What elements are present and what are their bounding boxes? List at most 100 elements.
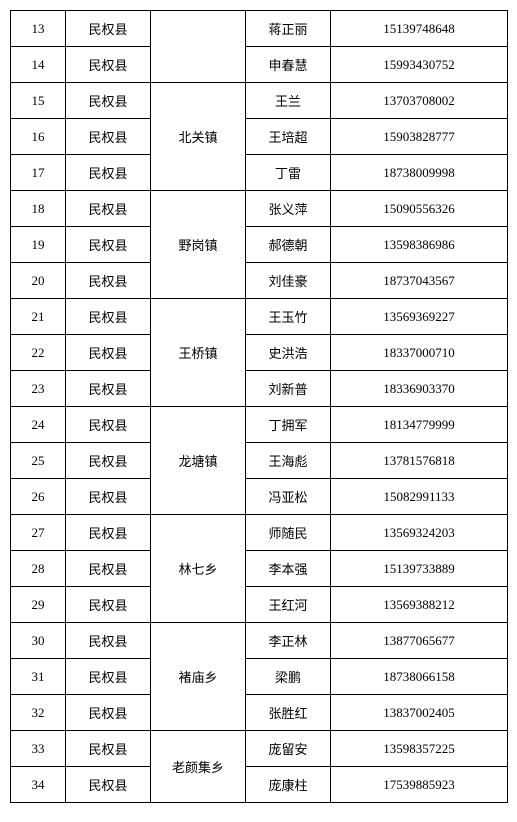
county-cell: 民权县 (66, 443, 151, 479)
table-row: 31民权县梁鹏18738066158 (11, 659, 508, 695)
county-cell: 民权县 (66, 191, 151, 227)
table-row: 15民权县北关镇王兰13703708002 (11, 83, 508, 119)
name-cell: 王兰 (246, 83, 331, 119)
county-cell: 民权县 (66, 623, 151, 659)
phone-cell: 13703708002 (331, 83, 508, 119)
phone-cell: 18336903370 (331, 371, 508, 407)
name-cell: 梁鹏 (246, 659, 331, 695)
phone-cell: 15993430752 (331, 47, 508, 83)
name-cell: 李本强 (246, 551, 331, 587)
phone-cell: 18337000710 (331, 335, 508, 371)
table-row: 30民权县褚庙乡李正林13877065677 (11, 623, 508, 659)
table-row: 16民权县 王培超15903828777 (11, 119, 508, 155)
table-row: 32民权县 张胜红13837002405 (11, 695, 508, 731)
phone-cell: 15903828777 (331, 119, 508, 155)
phone-cell: 15082991133 (331, 479, 508, 515)
county-cell: 民权县 (66, 119, 151, 155)
row-number: 25 (11, 443, 66, 479)
row-number: 26 (11, 479, 66, 515)
county-cell: 民权县 (66, 587, 151, 623)
county-cell: 民权县 (66, 83, 151, 119)
phone-cell: 13569388212 (331, 587, 508, 623)
name-cell: 张胜红 (246, 695, 331, 731)
name-cell: 刘佳豪 (246, 263, 331, 299)
county-cell: 民权县 (66, 47, 151, 83)
name-cell: 郝德朝 (246, 227, 331, 263)
row-number: 33 (11, 731, 66, 767)
name-cell: 史洪浩 (246, 335, 331, 371)
row-number: 19 (11, 227, 66, 263)
name-cell: 王红河 (246, 587, 331, 623)
town-cell: 野岗镇 (151, 191, 246, 299)
name-cell: 张义萍 (246, 191, 331, 227)
table-row: 22民权县史洪浩18337000710 (11, 335, 508, 371)
county-cell: 民权县 (66, 551, 151, 587)
county-cell: 民权县 (66, 479, 151, 515)
table-row: 25民权县王海彪13781576818 (11, 443, 508, 479)
name-cell: 蒋正丽 (246, 11, 331, 47)
name-cell: 李正林 (246, 623, 331, 659)
name-cell: 申春慧 (246, 47, 331, 83)
row-number: 15 (11, 83, 66, 119)
town-cell (151, 11, 246, 83)
phone-cell: 13598386986 (331, 227, 508, 263)
table-row: 20民权县刘佳豪18737043567 (11, 263, 508, 299)
town-cell: 北关镇 (151, 83, 246, 191)
county-cell: 民权县 (66, 371, 151, 407)
county-cell: 民权县 (66, 227, 151, 263)
name-cell: 刘新普 (246, 371, 331, 407)
phone-cell: 18738009998 (331, 155, 508, 191)
phone-cell: 13877065677 (331, 623, 508, 659)
row-number: 16 (11, 119, 66, 155)
table-row: 23民权县 刘新普18336903370 (11, 371, 508, 407)
county-cell: 民权县 (66, 155, 151, 191)
phone-cell: 15139733889 (331, 551, 508, 587)
row-number: 22 (11, 335, 66, 371)
name-cell: 王培超 (246, 119, 331, 155)
row-number: 24 (11, 407, 66, 443)
table-row: 13民权县蒋正丽15139748648 (11, 11, 508, 47)
table-row: 21民权县王桥镇王玉竹13569369227 (11, 299, 508, 335)
county-cell: 民权县 (66, 11, 151, 47)
county-cell: 民权县 (66, 515, 151, 551)
row-number: 17 (11, 155, 66, 191)
county-cell: 民权县 (66, 767, 151, 803)
row-number: 14 (11, 47, 66, 83)
row-number: 32 (11, 695, 66, 731)
phone-cell: 13781576818 (331, 443, 508, 479)
name-cell: 庞康柱 (246, 767, 331, 803)
county-cell: 民权县 (66, 659, 151, 695)
table-row: 18民权县野岗镇张义萍15090556326 (11, 191, 508, 227)
personnel-table: 13民权县蒋正丽1513974864814民权县申春慧1599343075215… (10, 10, 508, 803)
name-cell: 庞留安 (246, 731, 331, 767)
town-cell: 林七乡 (151, 515, 246, 623)
town-cell: 褚庙乡 (151, 623, 246, 731)
row-number: 23 (11, 371, 66, 407)
phone-cell: 13598357225 (331, 731, 508, 767)
name-cell: 冯亚松 (246, 479, 331, 515)
county-cell: 民权县 (66, 263, 151, 299)
phone-cell: 18737043567 (331, 263, 508, 299)
row-number: 13 (11, 11, 66, 47)
name-cell: 王玉竹 (246, 299, 331, 335)
town-cell: 龙塘镇 (151, 407, 246, 515)
table-row: 29民权县 王红河13569388212 (11, 587, 508, 623)
table-row: 33民权县老颜集乡庞留安13598357225 (11, 731, 508, 767)
row-number: 30 (11, 623, 66, 659)
county-cell: 民权县 (66, 407, 151, 443)
county-cell: 民权县 (66, 299, 151, 335)
table-row: 14民权县 申春慧15993430752 (11, 47, 508, 83)
phone-cell: 13837002405 (331, 695, 508, 731)
name-cell: 师随民 (246, 515, 331, 551)
row-number: 34 (11, 767, 66, 803)
town-cell: 王桥镇 (151, 299, 246, 407)
table-row: 17民权县丁雷18738009998 (11, 155, 508, 191)
row-number: 27 (11, 515, 66, 551)
phone-cell: 18738066158 (331, 659, 508, 695)
county-cell: 民权县 (66, 695, 151, 731)
row-number: 29 (11, 587, 66, 623)
row-number: 28 (11, 551, 66, 587)
table-row: 34民权县庞康柱17539885923 (11, 767, 508, 803)
name-cell: 丁拥军 (246, 407, 331, 443)
phone-cell: 13569369227 (331, 299, 508, 335)
